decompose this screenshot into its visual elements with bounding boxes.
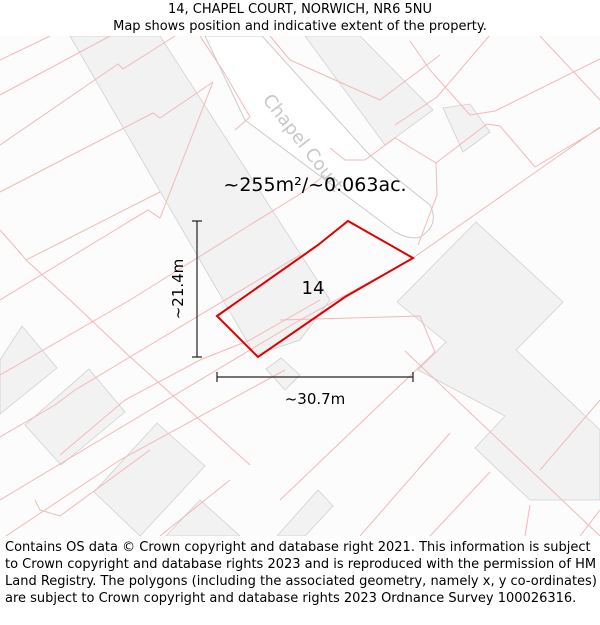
property-map[interactable]: Chapel Court ~255m²/~0.063ac. 14 ~21.4m … <box>0 36 600 536</box>
property-boundary[interactable] <box>215 219 416 359</box>
road-chapel-court <box>204 36 434 239</box>
map-subtitle: Map shows position and indicative extent… <box>113 19 487 34</box>
buildings <box>0 36 600 536</box>
map-header: 14, CHAPEL COURT, NORWICH, NR6 5NU Map s… <box>0 0 600 36</box>
attribution-text: Contains OS data © Crown copyright and d… <box>5 540 597 606</box>
plot-number: 14 <box>302 278 325 299</box>
height-measure-label: ~21.4m <box>169 259 187 320</box>
area-label: ~255m²/~0.063ac. <box>223 174 406 196</box>
parcel-boundaries <box>0 36 600 536</box>
width-measure-line <box>216 372 414 382</box>
height-measure-line <box>192 220 202 358</box>
width-measure-label: ~30.7m <box>285 390 346 408</box>
property-address-title: 14, CHAPEL COURT, NORWICH, NR6 5NU <box>167 2 433 17</box>
